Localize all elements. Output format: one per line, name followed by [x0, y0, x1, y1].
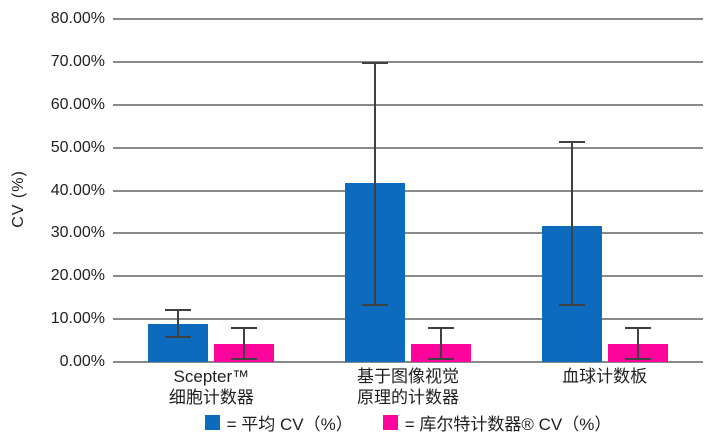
bar-slot-series-1 [214, 19, 275, 362]
gridline [113, 103, 703, 106]
x-category-label: 基于图像视觉 原理的计数器 [310, 366, 507, 408]
gridline [113, 18, 703, 20]
error-bar-cap-top [624, 326, 651, 329]
error-bar-cap-top [558, 141, 585, 144]
error-bar-cap-top [231, 326, 258, 329]
x-axis-line [113, 361, 703, 363]
y-tick-label: 0.00% [59, 353, 105, 370]
bar-slot-series-0 [541, 19, 602, 362]
error-bar-cap-top [428, 326, 454, 329]
x-axis-labels: Scepter™ 细胞计数器 基于图像视觉 原理的计数器 血球计数板 [113, 366, 703, 408]
bar-group [113, 19, 310, 362]
bar-slot-series-1 [607, 19, 668, 362]
bar-slot-series-0 [148, 19, 209, 362]
legend-label: = 平均 CV（%） [226, 415, 353, 434]
bar-slot-series-1 [411, 19, 471, 362]
error-bar-line [570, 141, 573, 307]
legend-item: = 平均 CV（%） [204, 410, 353, 435]
x-category-label-line: 细胞计数器 [168, 388, 254, 407]
y-tick-label: 60.00% [50, 95, 105, 113]
bar-groups [113, 19, 703, 362]
error-bar-cap-top [165, 309, 192, 312]
y-tick-label: 40.00% [50, 181, 105, 199]
gridline [113, 318, 703, 321]
error-bar-cap-bottom [428, 357, 454, 360]
x-category-label-line: 血球计数板 [562, 367, 648, 386]
error-bar-line [440, 326, 442, 360]
error-bar-cap-bottom [165, 335, 192, 338]
y-tick-label: 80.00% [50, 10, 105, 27]
plot-area [113, 18, 703, 363]
x-category-label: 血球计数板 [506, 366, 703, 408]
x-category-label: Scepter™ 细胞计数器 [113, 366, 310, 408]
x-category-label-line: 基于图像视觉 [357, 367, 459, 386]
gridline [113, 232, 703, 235]
y-axis-ticks: 80.00% 70.00% 60.00% 50.00% 40.00% 30.00% 20.0… [0, 10, 105, 370]
error-bar-line [243, 326, 246, 360]
x-category-label-line: 原理的计数器 [357, 388, 459, 407]
legend-label: = 库尔特计数器® CV（%） [404, 415, 612, 434]
error-bar-cap-bottom [558, 304, 585, 307]
legend-item: = 库尔特计数器® CV（%） [382, 410, 612, 435]
gridline [113, 189, 703, 192]
y-tick-label: 10.00% [50, 310, 105, 328]
bar-group [310, 19, 507, 362]
bar-group [506, 19, 703, 362]
error-bar-line [374, 61, 376, 307]
gridline [113, 60, 703, 63]
error-bar-line [636, 326, 639, 360]
error-bar-line [177, 309, 180, 338]
y-tick-label: 70.00% [50, 52, 105, 70]
legend-swatch-icon [204, 415, 220, 430]
gridline [113, 146, 703, 149]
y-tick-label: 30.00% [50, 224, 105, 242]
y-tick-label: 20.00% [50, 267, 105, 285]
x-category-label-line: Scepter™ [173, 367, 250, 386]
bar-slot-series-0 [345, 19, 405, 362]
legend: = 平均 CV（%） = 库尔特计数器® CV（%） [113, 410, 703, 435]
error-bar-cap-bottom [231, 357, 258, 360]
error-bar-cap-bottom [624, 357, 651, 360]
gridline [113, 275, 703, 278]
error-bar-cap-bottom [362, 304, 388, 307]
legend-swatch-icon [382, 415, 398, 430]
error-bar-cap-top [362, 61, 388, 64]
y-tick-label: 50.00% [50, 138, 105, 156]
